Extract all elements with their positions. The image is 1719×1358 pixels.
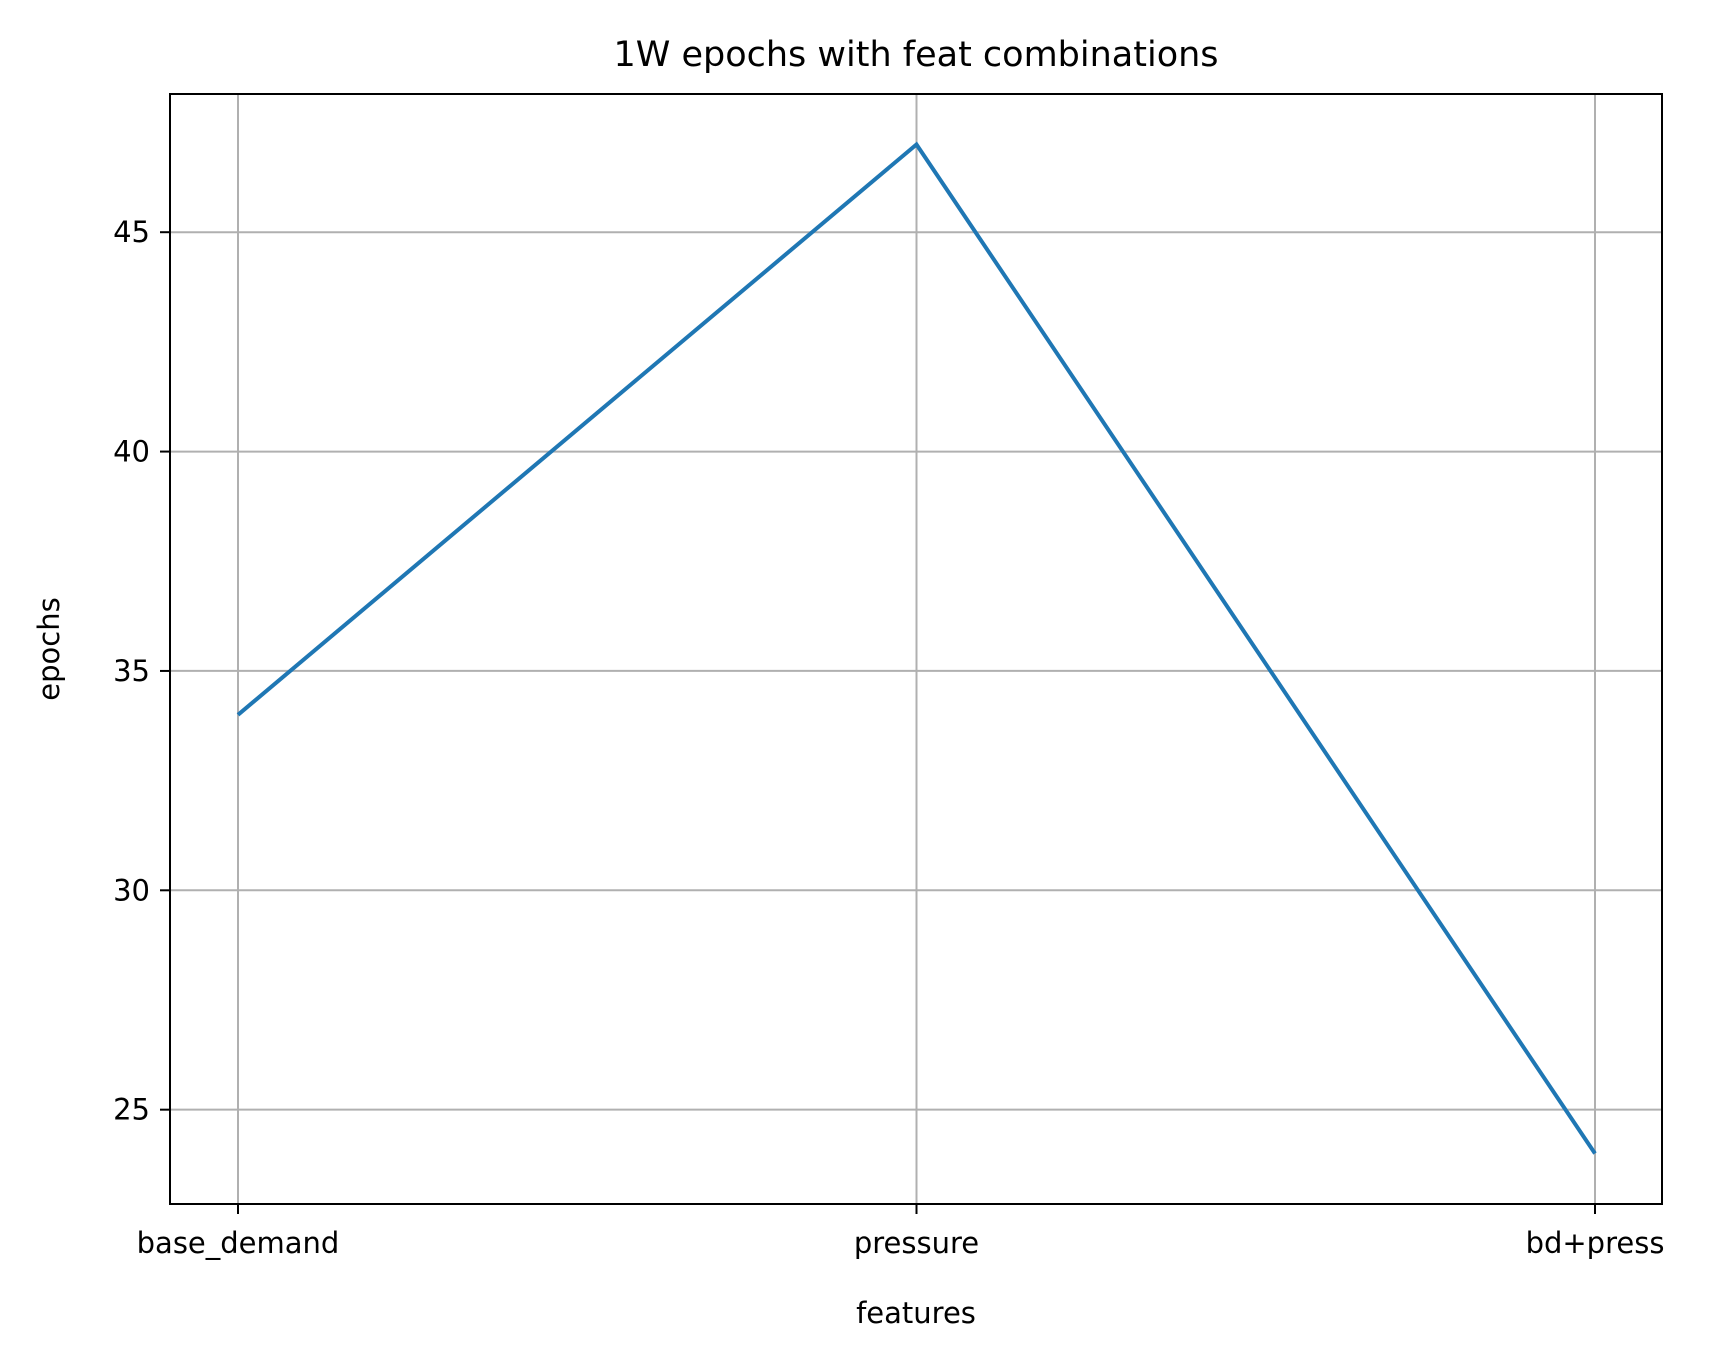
x-tick-label: pressure (854, 1226, 979, 1260)
y-tick-label: 45 (113, 215, 150, 249)
y-axis-label: epochs (32, 597, 66, 700)
axis-ticks: base_demand pressure bd+press 25 30 35 40 45 (113, 215, 1664, 1260)
series-line (236, 141, 1597, 1155)
x-tick-label: bd+press (1526, 1226, 1665, 1260)
y-tick-label: 40 (113, 435, 150, 469)
series-layer (236, 141, 1597, 1155)
y-tick-label: 30 (113, 873, 150, 907)
chart-title: 1W epochs with feat combinations (613, 35, 1218, 75)
x-axis-label: features (856, 1296, 976, 1330)
x-tick-label: base_demand (137, 1226, 340, 1260)
grid-lines (170, 94, 1662, 1204)
y-tick-label: 35 (113, 654, 150, 688)
y-tick-label: 25 (113, 1093, 150, 1127)
